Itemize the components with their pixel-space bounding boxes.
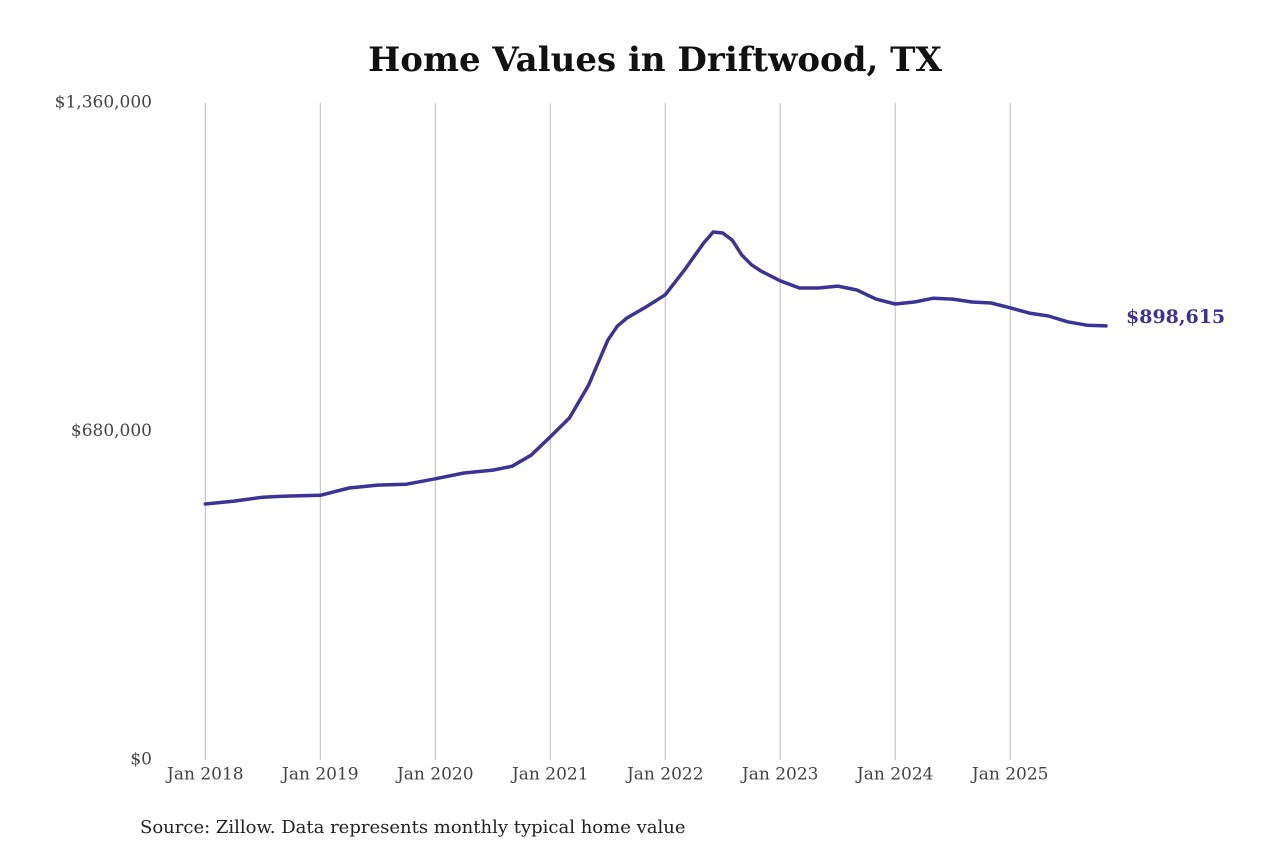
- y-tick-label: $680,000: [71, 421, 152, 441]
- y-tick-label: $1,360,000: [55, 93, 152, 113]
- value-label: $898,615: [1126, 306, 1225, 328]
- x-tick-label: Jan 2023: [740, 765, 819, 785]
- x-tick-label: Jan 2022: [625, 765, 704, 785]
- x-tick-label: Jan 2020: [395, 765, 474, 785]
- x-tick-label: Jan 2024: [855, 765, 934, 785]
- x-tick-label: Jan 2018: [165, 765, 244, 785]
- x-tick-label: Jan 2021: [510, 765, 589, 785]
- source-note: Source: Zillow. Data represents monthly …: [140, 817, 686, 838]
- chart-title: Home Values in Driftwood, TX: [368, 40, 942, 80]
- series-line: [203, 230, 1108, 506]
- x-tick-label: Jan 2025: [970, 765, 1049, 785]
- y-tick-label: $0: [130, 750, 152, 770]
- x-tick-label: Jan 2019: [280, 765, 359, 785]
